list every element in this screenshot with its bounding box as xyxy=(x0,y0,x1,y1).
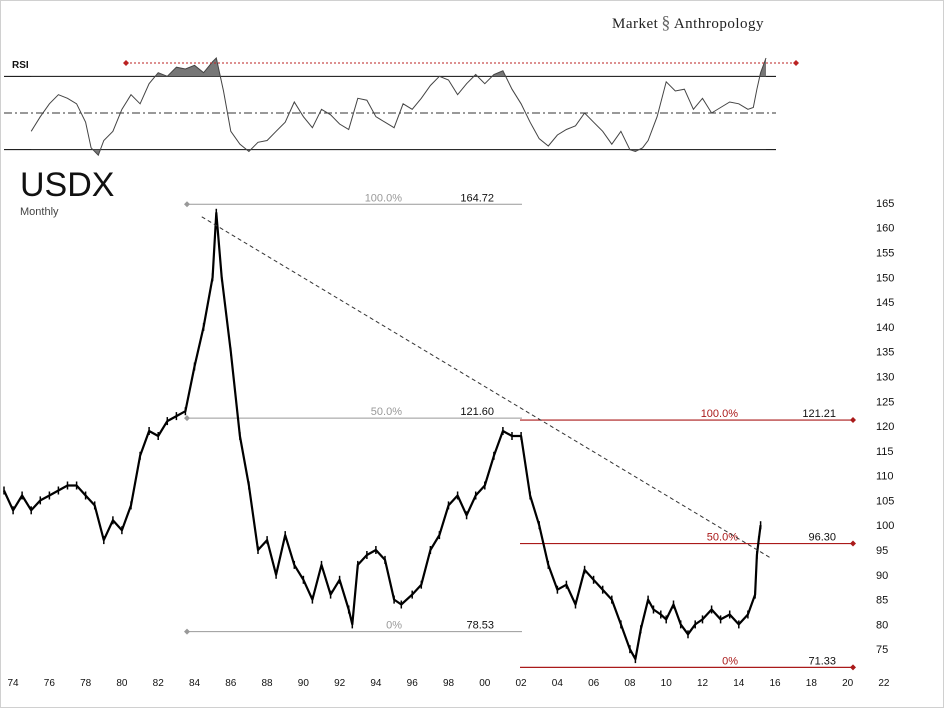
fib-right-marker xyxy=(850,417,856,424)
y-tick-label: 120 xyxy=(876,421,894,433)
brand-name-right: Anthropology xyxy=(673,16,764,32)
y-tick-label: 110 xyxy=(876,471,894,483)
chart-subtitle: Monthly xyxy=(20,206,59,218)
y-tick-label: 125 xyxy=(876,396,894,408)
y-tick-label: 145 xyxy=(876,297,894,309)
x-tick-label: 80 xyxy=(116,678,128,689)
x-tick-label: 08 xyxy=(624,678,636,689)
fib-left-marker xyxy=(184,201,190,208)
fib-right-value-label: 121.21 xyxy=(802,408,836,420)
y-tick-label: 160 xyxy=(876,223,894,235)
rsi-overbought-fill xyxy=(31,58,766,77)
y-tick-label: 135 xyxy=(876,347,894,359)
fibonacci-levels: 100.0% 164.72 50.0% 121.60 0% 78.53 100.0% 121.… xyxy=(184,192,856,671)
brand-name-left: Market xyxy=(612,16,659,32)
y-tick-label: 115 xyxy=(876,446,894,458)
fib-left-marker xyxy=(184,628,190,635)
y-tick-label: 165 xyxy=(876,198,894,210)
dna-helix-icon: § xyxy=(661,12,671,32)
x-tick-label: 90 xyxy=(298,678,310,689)
fib-right-level-label: 50.0% xyxy=(707,532,738,544)
rsi-reference-marker-left xyxy=(123,60,129,66)
chart-title: USDX xyxy=(20,166,115,204)
y-tick-label: 155 xyxy=(876,248,894,260)
x-tick-label: 94 xyxy=(370,678,382,689)
x-tick-label: 00 xyxy=(479,678,491,689)
fib-right-marker xyxy=(850,664,856,671)
fib-right-value-label: 71.33 xyxy=(808,655,836,667)
x-tick-label: 06 xyxy=(588,678,600,689)
fib-left-value-label: 78.53 xyxy=(466,620,494,632)
y-tick-label: 100 xyxy=(876,520,894,532)
x-tick-label: 98 xyxy=(443,678,455,689)
rsi-line xyxy=(30,56,767,157)
y-tick-label: 80 xyxy=(876,619,888,631)
x-tick-label: 88 xyxy=(262,678,274,689)
x-tick-label: 78 xyxy=(80,678,92,689)
x-tick-label: 96 xyxy=(407,678,419,689)
x-tick-label: 82 xyxy=(153,678,165,689)
x-tick-label: 84 xyxy=(189,678,201,689)
x-tick-label: 04 xyxy=(552,678,564,689)
x-tick-label: 18 xyxy=(806,678,818,689)
y-tick-label: 140 xyxy=(876,322,894,334)
y-tick-label: 105 xyxy=(876,495,894,507)
fib-right-marker xyxy=(850,540,856,547)
rsi-reference-marker-right xyxy=(793,60,799,66)
fib-left-value-label: 121.60 xyxy=(460,406,494,418)
x-tick-label: 10 xyxy=(661,678,673,689)
x-tick-label: 86 xyxy=(225,678,237,689)
x-tick-label: 22 xyxy=(878,678,890,689)
y-tick-label: 85 xyxy=(876,595,888,607)
fib-right-level-label: 100.0% xyxy=(701,408,739,420)
x-tick-label: 16 xyxy=(770,678,782,689)
x-tick-label: 14 xyxy=(733,678,745,689)
fib-left-level-label: 50.0% xyxy=(371,406,402,418)
x-tick-label: 92 xyxy=(334,678,346,689)
price-series xyxy=(3,208,772,664)
y-tick-label: 130 xyxy=(876,371,894,383)
fib-right-level-label: 0% xyxy=(722,655,738,667)
fib-left-level-label: 100.0% xyxy=(365,192,403,204)
y-tick-label: 90 xyxy=(876,570,888,582)
fib-right-value-label: 96.30 xyxy=(808,532,836,544)
y-tick-label: 75 xyxy=(876,644,888,656)
fib-left-value-label: 164.72 xyxy=(460,192,494,204)
x-tick-label: 20 xyxy=(842,678,854,689)
rsi-label: RSI xyxy=(12,60,29,71)
downtrend-line xyxy=(201,216,772,559)
x-tick-label: 74 xyxy=(8,678,20,689)
x-tick-label: 12 xyxy=(697,678,709,689)
x-tick-label: 02 xyxy=(516,678,528,689)
rsi-panel xyxy=(4,56,799,157)
y-tick-label: 150 xyxy=(876,272,894,284)
brand-logo: Market § Anthropology xyxy=(612,12,764,33)
x-tick-label: 76 xyxy=(44,678,56,689)
axes: 74 76 78 80 82 84 86 88 90 92 94 96 98 00 02 04 06 08 10 12… xyxy=(8,198,895,689)
y-tick-label: 95 xyxy=(876,545,888,557)
usdx-price-line xyxy=(3,211,762,661)
rsi-oversold-fill xyxy=(31,149,766,156)
fib-left-marker xyxy=(184,415,190,422)
fib-left-level-label: 0% xyxy=(386,620,402,632)
